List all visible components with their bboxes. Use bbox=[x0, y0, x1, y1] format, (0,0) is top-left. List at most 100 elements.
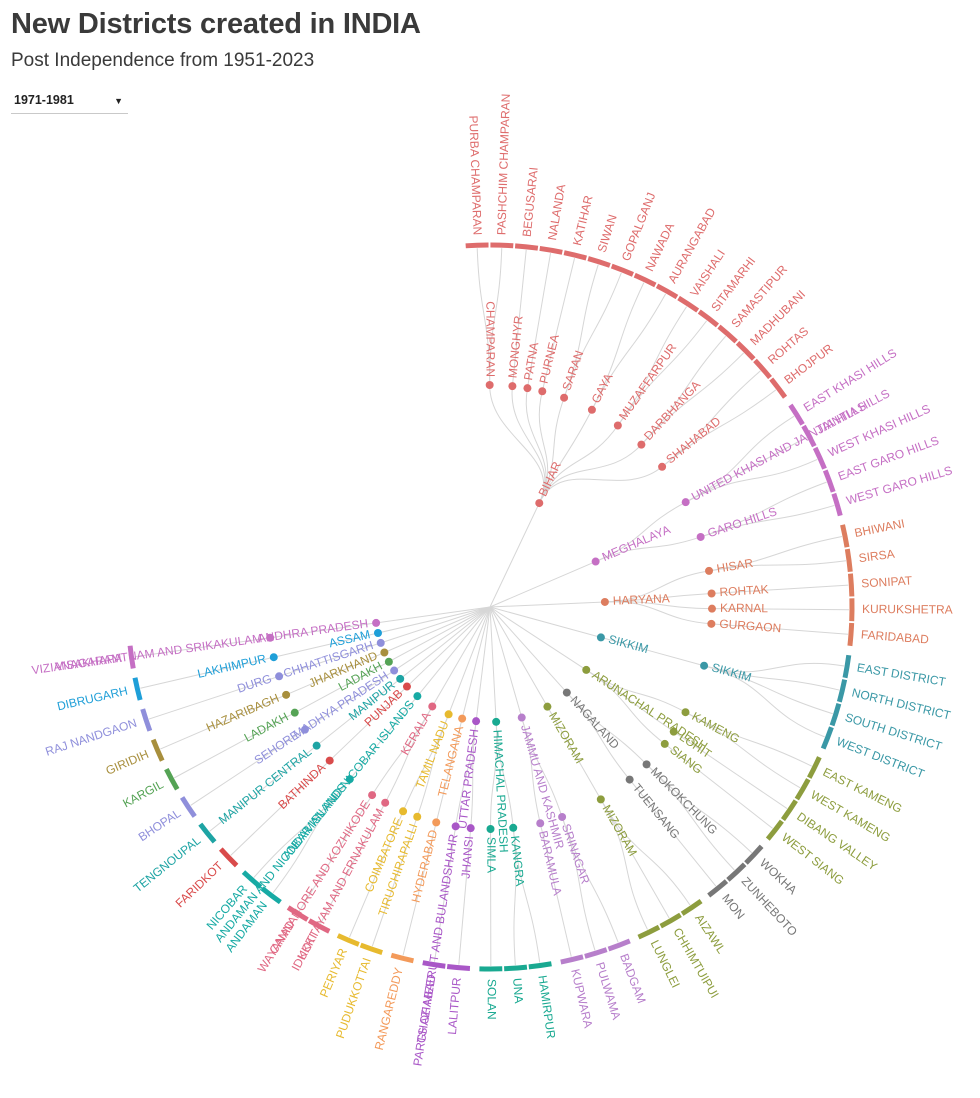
parent-node-visakhapatnam-and-srikakulam[interactable] bbox=[266, 633, 275, 642]
parent-node-manipur-central[interactable] bbox=[312, 741, 321, 750]
state-node-ladakh[interactable] bbox=[384, 657, 393, 666]
parent-node-jhansi[interactable] bbox=[466, 824, 475, 833]
ring-segment-dibrugarh bbox=[132, 677, 143, 701]
state-node-himachal-pradesh[interactable] bbox=[492, 717, 501, 726]
parent-node-purnea[interactable] bbox=[538, 387, 547, 396]
parent-node-muzaffarpur[interactable] bbox=[613, 421, 622, 430]
ring-segment-hamirpur bbox=[528, 961, 552, 970]
link-srinagar-badgam bbox=[561, 816, 596, 951]
state-node-jharkhand[interactable] bbox=[380, 648, 389, 657]
leaf-label-lunglei: LUNGLEI bbox=[648, 938, 683, 990]
state-node-bihar[interactable] bbox=[535, 499, 544, 508]
state-node-madhya-pradesh[interactable] bbox=[390, 666, 399, 675]
link-root-manipur bbox=[399, 606, 491, 680]
link-saran-siwan bbox=[563, 272, 622, 398]
parent-node-garo-hills[interactable] bbox=[696, 532, 705, 541]
leaf-label-periyar: PERIYAR bbox=[317, 946, 350, 999]
link-darbhanga-samastipur bbox=[641, 335, 727, 445]
state-node-punjab[interactable] bbox=[402, 682, 411, 691]
parent-node-monghyr[interactable] bbox=[508, 382, 517, 391]
parent-node-mokokchung[interactable] bbox=[642, 760, 651, 769]
parent-node-lohit[interactable] bbox=[669, 727, 678, 736]
state-node-chhattisgarh[interactable] bbox=[376, 638, 385, 647]
parent-node-ladakh[interactable] bbox=[290, 708, 299, 717]
ring-segment-tengnoupal bbox=[198, 822, 217, 844]
ring-segment-madhubani bbox=[735, 341, 756, 361]
parent-node-patna[interactable] bbox=[523, 384, 532, 393]
parent-node-siang[interactable] bbox=[660, 739, 669, 748]
state-node-mizoram[interactable] bbox=[543, 702, 552, 711]
state-node-andaman-and-nicobar-islands[interactable] bbox=[413, 692, 422, 701]
parent-node-baramula[interactable] bbox=[536, 819, 545, 828]
parent-node-bathinda[interactable] bbox=[325, 756, 334, 765]
link-manipur-parent bbox=[316, 678, 401, 747]
parent-node-champaran[interactable] bbox=[485, 381, 494, 390]
link-united-khasi-and-jaintia-hills-east-khasi-hills bbox=[685, 458, 818, 503]
parent-node-saran[interactable] bbox=[560, 393, 569, 402]
state-node-telangana[interactable] bbox=[458, 714, 467, 723]
parent-node-coimbatore[interactable] bbox=[399, 807, 408, 816]
parent-node-mizoram[interactable] bbox=[596, 795, 605, 804]
state-node-uttar-pradesh[interactable] bbox=[472, 717, 481, 726]
leaf-label-east-district: EAST DISTRICT bbox=[856, 660, 948, 689]
link-tamil-nadu-parent bbox=[402, 714, 450, 812]
link-garo-hills-east-garo-hills bbox=[700, 504, 835, 538]
parent-node-kangra[interactable] bbox=[509, 823, 518, 832]
link-durg-raj-nandgaon bbox=[148, 675, 280, 720]
state-node-manipur[interactable] bbox=[396, 674, 405, 683]
state-node-meghalaya[interactable] bbox=[591, 557, 600, 566]
link-himachal-pradesh-parent bbox=[495, 721, 514, 828]
link-root-telangana bbox=[461, 606, 491, 719]
link-lohit-dibang-valley bbox=[673, 731, 788, 809]
state-node-haryana[interactable] bbox=[600, 597, 609, 606]
leaf-label-katihar: KATIHAR bbox=[570, 194, 596, 247]
parent-node-gurgaon[interactable] bbox=[707, 619, 716, 628]
parent-node-darbhanga[interactable] bbox=[637, 440, 646, 449]
state-node-sikkim[interactable] bbox=[596, 633, 605, 642]
parent-node-rohtak[interactable] bbox=[707, 589, 716, 598]
parent-node-hyderabad[interactable] bbox=[432, 818, 441, 827]
parent-node-kameng[interactable] bbox=[681, 708, 690, 717]
ring-segment-wayanad bbox=[286, 905, 309, 922]
state-node-nagaland[interactable] bbox=[562, 688, 571, 697]
state-node-jammu-and-kashmir[interactable] bbox=[517, 713, 526, 722]
link-chhattisgarh-parent bbox=[278, 642, 381, 677]
ring-segment-nicobar bbox=[241, 870, 263, 890]
state-label-himachal-pradesh: HIMACHAL PRADESH bbox=[490, 729, 511, 852]
link-root-bihar bbox=[489, 502, 540, 608]
parent-node-cannanore-and-kozhikode[interactable] bbox=[368, 791, 377, 800]
parent-node-sehore[interactable] bbox=[300, 725, 309, 734]
parent-node-hazaribagh[interactable] bbox=[282, 690, 291, 699]
parent-node-tiruchirapalli[interactable] bbox=[413, 812, 422, 821]
link-shahabad-rohtas bbox=[661, 389, 777, 468]
leaf-label-faridkot: FARIDKOT bbox=[173, 858, 226, 910]
parent-node-durg[interactable] bbox=[275, 672, 284, 681]
leaf-label-kargil: KARGIL bbox=[120, 777, 166, 810]
ring-segment-aizawl bbox=[680, 899, 703, 916]
parent-node-simla[interactable] bbox=[486, 824, 495, 833]
parent-node-gaya[interactable] bbox=[587, 405, 596, 414]
parent-label-monghyr: MONGHYR bbox=[505, 315, 525, 379]
period-filter-dropdown[interactable]: 1971-1981 ▼ bbox=[11, 90, 128, 114]
state-node-andhra-pradesh[interactable] bbox=[372, 618, 381, 627]
parent-node-srinagar[interactable] bbox=[558, 812, 567, 821]
parent-node-andaman-and-nicobar-islands[interactable] bbox=[345, 775, 354, 784]
parent-node-sikkim[interactable] bbox=[700, 661, 709, 670]
parent-node-hisar[interactable] bbox=[705, 566, 714, 575]
parent-node-parts-of-meerut-and-bulandshahr[interactable] bbox=[451, 822, 460, 831]
state-node-tamil-nadu[interactable] bbox=[444, 710, 453, 719]
parent-node-shahabad[interactable] bbox=[658, 462, 667, 471]
ring-segment-siwan bbox=[587, 256, 611, 268]
link-darbhanga-samastipur bbox=[641, 352, 744, 445]
parent-node-lakhimpur[interactable] bbox=[269, 653, 278, 662]
state-node-kerala[interactable] bbox=[428, 702, 437, 711]
parent-node-karnal[interactable] bbox=[707, 604, 716, 613]
leaf-label-lalitpur: LALITPUR bbox=[445, 977, 464, 1036]
state-node-arunachal-pradesh[interactable] bbox=[582, 665, 591, 674]
state-node-assam[interactable] bbox=[373, 629, 382, 638]
parent-node-kottayam-and-ernakulam[interactable] bbox=[381, 798, 390, 807]
parent-label-mokokchung: MOKOKCHUNG bbox=[648, 765, 720, 838]
parent-node-tuensang[interactable] bbox=[625, 775, 634, 784]
parent-node-united-khasi-and-jaintia-hills[interactable] bbox=[681, 498, 690, 507]
ring-segment-zunheboto bbox=[726, 862, 747, 882]
